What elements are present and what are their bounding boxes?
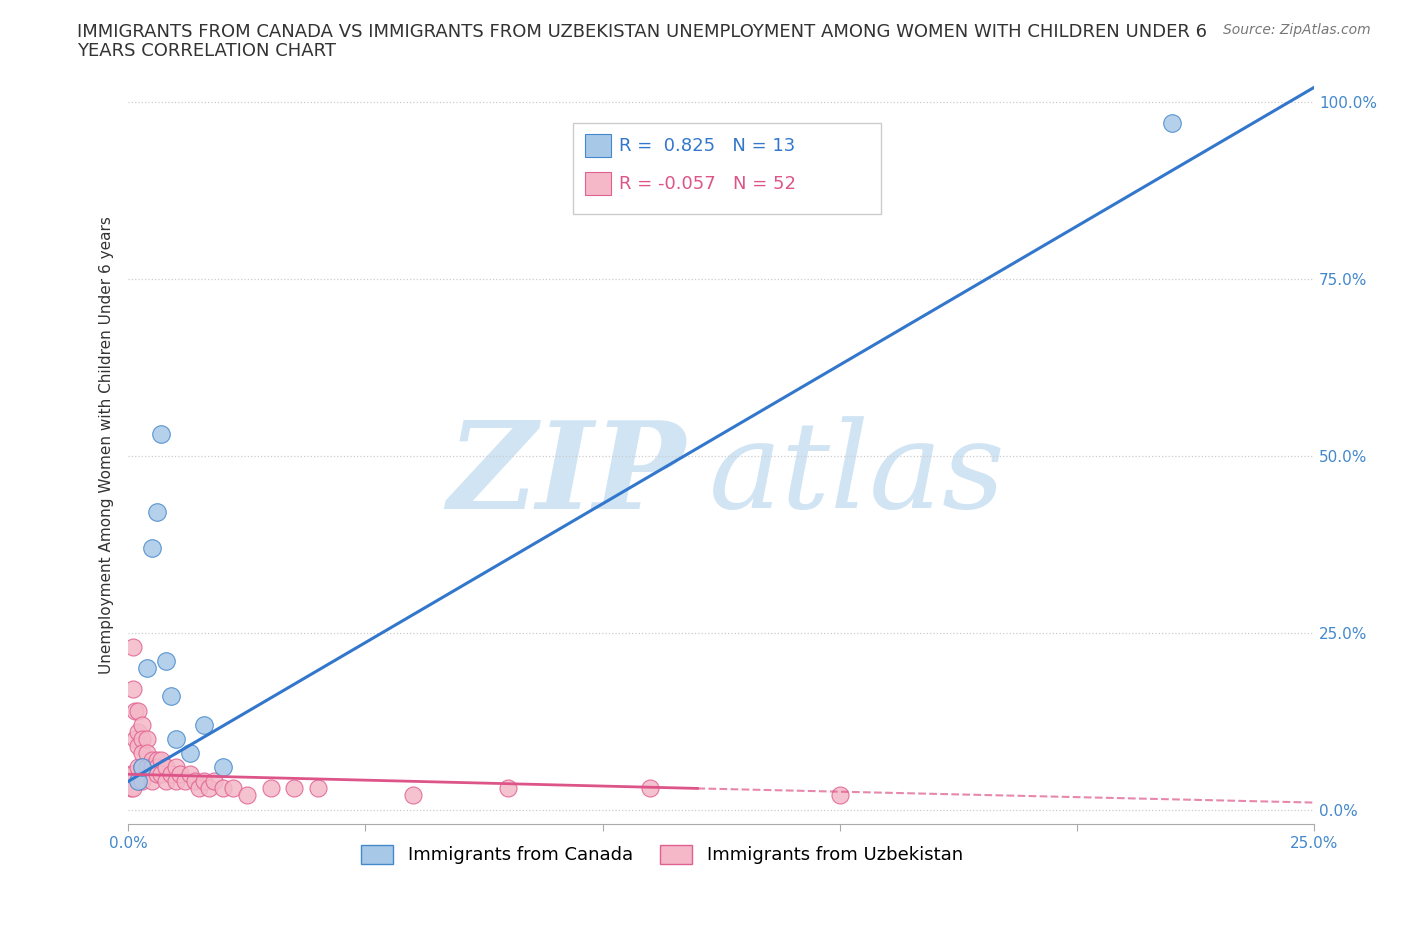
Point xyxy=(160,767,183,782)
Point xyxy=(165,774,187,789)
Point xyxy=(124,703,146,718)
Point xyxy=(136,746,159,761)
Point xyxy=(169,767,191,782)
Text: YEARS CORRELATION CHART: YEARS CORRELATION CHART xyxy=(77,42,336,60)
Point xyxy=(259,781,281,796)
Point xyxy=(131,774,153,789)
Point xyxy=(131,731,153,746)
Point xyxy=(193,717,215,732)
Point xyxy=(120,767,142,782)
Point xyxy=(160,689,183,704)
Point xyxy=(193,774,215,789)
Point xyxy=(136,760,159,775)
Point xyxy=(136,731,159,746)
Point xyxy=(236,788,259,803)
Point xyxy=(212,781,235,796)
Point xyxy=(150,767,173,782)
Text: atlas: atlas xyxy=(709,417,1007,534)
Point xyxy=(179,767,201,782)
Bar xyxy=(585,134,610,157)
FancyBboxPatch shape xyxy=(572,123,882,214)
Point xyxy=(124,731,146,746)
Point xyxy=(179,746,201,761)
Point xyxy=(165,731,187,746)
Point xyxy=(136,660,159,675)
Point xyxy=(127,774,149,789)
Legend: Immigrants from Canada, Immigrants from Uzbekistan: Immigrants from Canada, Immigrants from … xyxy=(353,838,970,871)
Point xyxy=(165,760,187,775)
Point xyxy=(131,760,153,775)
Point xyxy=(212,760,235,775)
Point xyxy=(122,639,145,654)
Point xyxy=(127,760,149,775)
Point xyxy=(155,760,177,775)
Point xyxy=(150,752,173,767)
Point xyxy=(202,774,225,789)
Point xyxy=(183,774,205,789)
Point xyxy=(828,788,851,803)
Point xyxy=(155,774,177,789)
Text: ZIP: ZIP xyxy=(447,416,686,535)
Point xyxy=(122,767,145,782)
Point xyxy=(638,781,661,796)
Point xyxy=(127,738,149,753)
Point xyxy=(150,427,173,442)
Point xyxy=(141,774,163,789)
Text: R =  0.825   N = 13: R = 0.825 N = 13 xyxy=(619,137,796,154)
Text: IMMIGRANTS FROM CANADA VS IMMIGRANTS FROM UZBEKISTAN UNEMPLOYMENT AMONG WOMEN WI: IMMIGRANTS FROM CANADA VS IMMIGRANTS FRO… xyxy=(77,23,1208,41)
Point xyxy=(145,767,167,782)
Point xyxy=(145,760,167,775)
Point xyxy=(145,505,167,520)
Point xyxy=(141,760,163,775)
Point xyxy=(122,682,145,697)
Y-axis label: Unemployment Among Women with Children Under 6 years: Unemployment Among Women with Children U… xyxy=(100,216,114,674)
Point xyxy=(496,781,519,796)
Point xyxy=(307,781,329,796)
Point xyxy=(402,788,425,803)
Point xyxy=(188,781,211,796)
Point xyxy=(131,746,153,761)
Point xyxy=(174,774,197,789)
Point xyxy=(198,781,221,796)
Text: Source: ZipAtlas.com: Source: ZipAtlas.com xyxy=(1223,23,1371,37)
Point xyxy=(122,781,145,796)
Bar xyxy=(585,172,610,195)
Point xyxy=(155,654,177,669)
Point xyxy=(127,703,149,718)
Point xyxy=(1160,115,1182,130)
Point xyxy=(145,752,167,767)
Point xyxy=(131,717,153,732)
Point xyxy=(127,724,149,739)
Point xyxy=(131,760,153,775)
Point xyxy=(141,540,163,555)
Point xyxy=(120,781,142,796)
Text: R = -0.057   N = 52: R = -0.057 N = 52 xyxy=(619,175,796,193)
Point xyxy=(221,781,243,796)
Point xyxy=(120,774,142,789)
Point xyxy=(283,781,305,796)
Point xyxy=(141,752,163,767)
